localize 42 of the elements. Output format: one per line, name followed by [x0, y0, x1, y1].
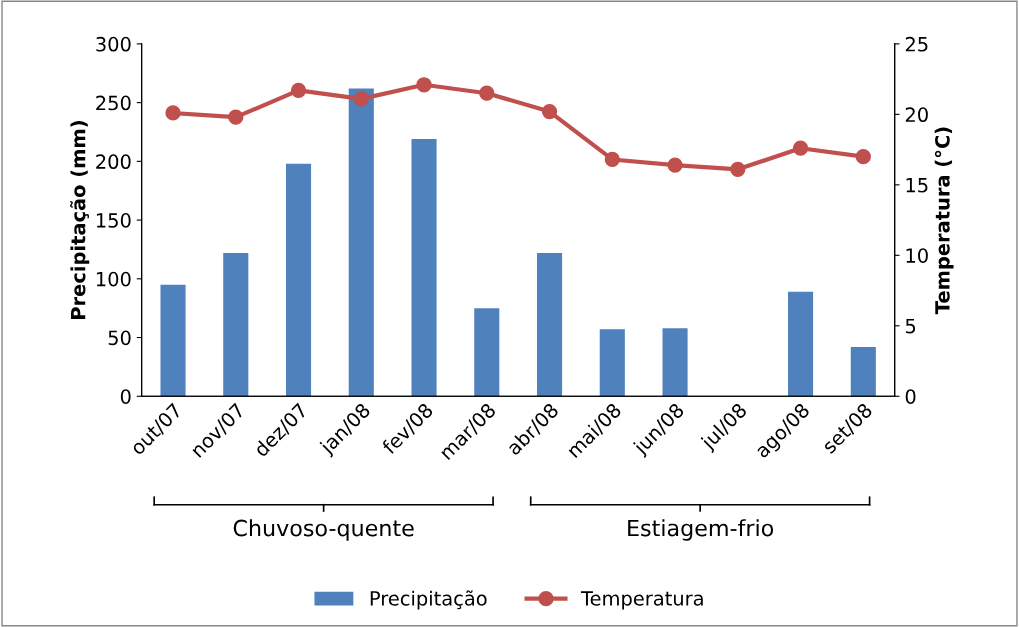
y-tick-label: 100 [96, 271, 131, 287]
bar [411, 139, 437, 397]
point [730, 161, 746, 177]
y-tick-label: 200 [96, 154, 131, 170]
text: Chuvoso-quente [233, 519, 414, 541]
y-axis-title: Precipitação (mm) [70, 121, 90, 319]
point [165, 105, 181, 121]
y-tick-label: 50 [108, 330, 131, 346]
y2-tick-label: 10 [906, 248, 928, 263]
point [228, 109, 244, 125]
bar [223, 252, 249, 397]
y2-axis-title: Temperatura (°C) [934, 127, 954, 315]
point [479, 85, 495, 101]
bar [788, 291, 814, 397]
bar [348, 88, 374, 397]
y2-tick-label: 0 [905, 389, 916, 404]
text: Estiagem-frio [628, 519, 774, 541]
y2-tick-label: 15 [906, 178, 928, 193]
legend-label: Precipitação [370, 590, 487, 610]
bar [285, 163, 312, 397]
y2-tick-label: 5 [905, 319, 916, 334]
y2-tick-label: 20 [905, 107, 928, 123]
point [353, 91, 369, 107]
legend-label: Temperatura [580, 591, 703, 610]
y-tick-label: 250 [96, 95, 131, 111]
point [541, 103, 558, 120]
point [855, 149, 871, 165]
point [290, 82, 307, 99]
point [667, 157, 683, 173]
y-tick-label: 300 [96, 36, 131, 52]
y-tick-label: 150 [96, 213, 131, 228]
point [604, 151, 620, 168]
bar [850, 346, 876, 397]
y-tick-label: 0 [120, 389, 131, 404]
y2-tick-label: 25 [905, 36, 928, 52]
point [792, 140, 809, 156]
point [416, 77, 432, 93]
bar [536, 252, 563, 397]
bar [474, 308, 500, 397]
bar [160, 284, 186, 397]
bar [599, 329, 625, 397]
bar [662, 328, 688, 397]
